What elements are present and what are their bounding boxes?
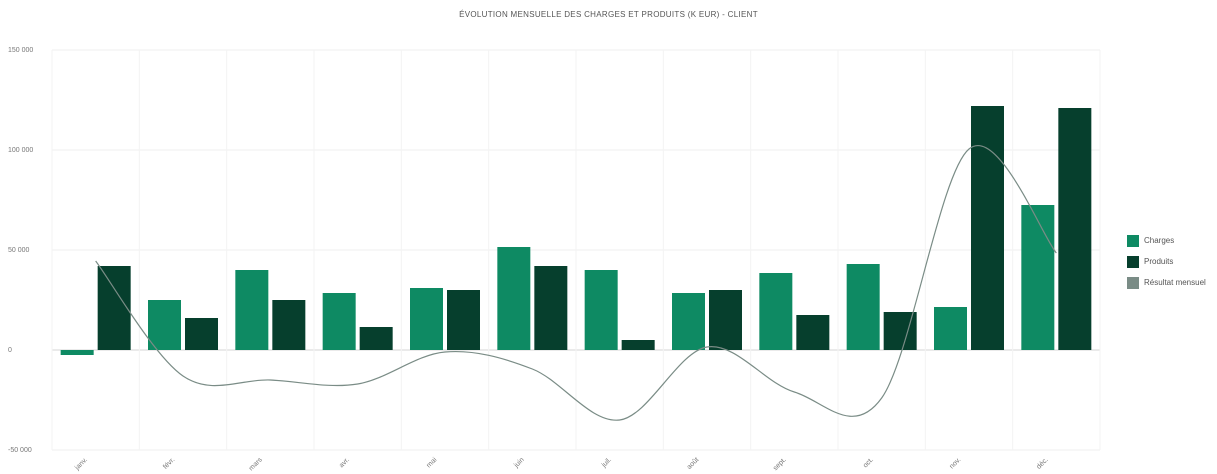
- x-tick-label: mars: [248, 456, 264, 472]
- bar-produits[interactable]: [97, 266, 131, 350]
- legend-label-charges: Charges: [1144, 236, 1175, 245]
- bar-produits[interactable]: [621, 340, 655, 350]
- x-tick-label: avr.: [338, 456, 351, 469]
- bar-charges[interactable]: [497, 247, 531, 350]
- chart-legend: Charges Produits Résultat mensuel: [1127, 230, 1206, 293]
- bar-produits[interactable]: [1058, 108, 1092, 350]
- x-tick-label: janv.: [73, 456, 89, 472]
- y-tick-label: 50 000: [8, 247, 30, 254]
- bar-produits[interactable]: [359, 327, 393, 350]
- y-tick-label: -50 000: [8, 447, 32, 454]
- y-tick-label: 100 000: [8, 147, 33, 154]
- bar-charges[interactable]: [322, 293, 356, 350]
- legend-label-resultat: Résultat mensuel: [1144, 278, 1206, 287]
- bar-layer: [60, 106, 1092, 355]
- bar-produits[interactable]: [709, 290, 742, 350]
- x-tick-label: févr.: [162, 456, 176, 470]
- x-tick-label: juin: [512, 456, 525, 469]
- bar-charges[interactable]: [672, 293, 705, 350]
- x-tick-label: déc.: [1035, 456, 1049, 470]
- x-tick-label: nov.: [948, 456, 962, 470]
- legend-swatch-resultat: [1127, 276, 1139, 289]
- bar-charges[interactable]: [846, 264, 880, 350]
- bar-produits[interactable]: [272, 300, 306, 350]
- bar-charges[interactable]: [1021, 205, 1055, 350]
- legend-label-produits: Produits: [1144, 257, 1174, 266]
- legend-swatch-produits: [1127, 255, 1139, 268]
- line-resultat-mensuel[interactable]: [95, 145, 1057, 421]
- bar-charges[interactable]: [148, 300, 181, 350]
- x-tick-label: oct.: [862, 456, 875, 469]
- legend-item-charges[interactable]: Charges: [1127, 230, 1206, 251]
- bar-produits[interactable]: [534, 266, 568, 350]
- bar-charges[interactable]: [759, 273, 793, 350]
- bar-charges[interactable]: [60, 350, 94, 355]
- chart-title: ÉVOLUTION MENSUELLE DES CHARGES ET PRODU…: [459, 10, 758, 19]
- y-tick-label: 0: [8, 347, 12, 354]
- bar-produits[interactable]: [796, 315, 830, 350]
- grid-layer: [51, 49, 1101, 451]
- line-layer: [95, 145, 1057, 421]
- x-tick-label: août: [686, 456, 701, 471]
- x-tick-label: juil.: [600, 456, 613, 469]
- x-tick-label: mai: [425, 456, 438, 469]
- bar-charges[interactable]: [235, 270, 269, 350]
- y-tick-label: 150 000: [8, 47, 33, 54]
- legend-item-produits[interactable]: Produits: [1127, 251, 1206, 272]
- bar-produits[interactable]: [971, 106, 1004, 350]
- bar-produits[interactable]: [447, 290, 480, 350]
- bar-charges[interactable]: [410, 288, 443, 350]
- bar-produits[interactable]: [185, 318, 218, 350]
- legend-swatch-charges: [1127, 234, 1139, 247]
- x-tick-label: sept.: [772, 456, 788, 472]
- bar-charges[interactable]: [934, 307, 967, 350]
- bar-charges[interactable]: [584, 270, 618, 350]
- legend-item-resultat[interactable]: Résultat mensuel: [1127, 272, 1206, 293]
